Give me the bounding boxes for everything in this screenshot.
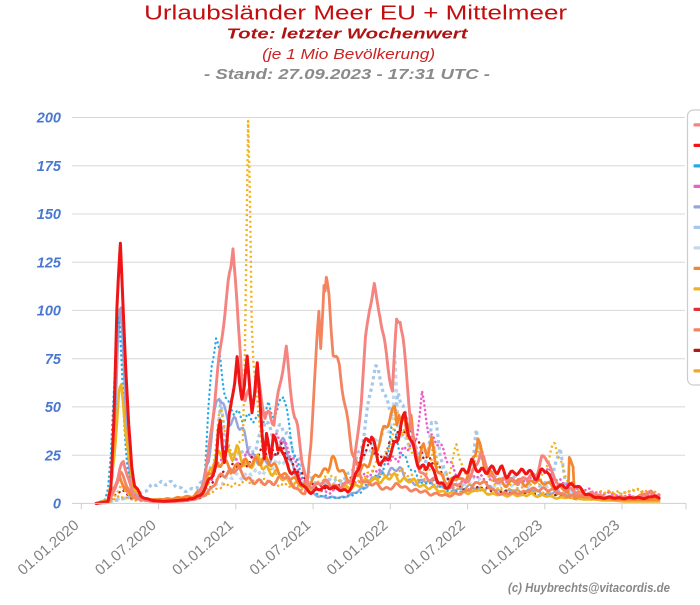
svg-text:175: 175 <box>37 159 62 175</box>
svg-text:125: 125 <box>37 255 62 271</box>
svg-text:- Stand: 27.09.2023 - 17:31 UT: - Stand: 27.09.2023 - 17:31 UTC - <box>204 66 490 83</box>
svg-text:50: 50 <box>45 400 61 416</box>
svg-text:75: 75 <box>45 352 62 368</box>
svg-text:100: 100 <box>37 304 61 320</box>
svg-text:(je 1 Mio Bevölkerung): (je 1 Mio Bevölkerung) <box>262 47 435 63</box>
svg-text:150: 150 <box>37 207 61 223</box>
svg-text:Urlaubsländer Meer EU + Mittel: Urlaubsländer Meer EU + Mittelmeer <box>144 1 567 24</box>
svg-text:25: 25 <box>44 448 62 464</box>
svg-text:Tote: letzter Wochenwert: Tote: letzter Wochenwert <box>227 26 469 43</box>
svg-text:200: 200 <box>36 111 61 127</box>
svg-text:0: 0 <box>53 497 61 513</box>
svg-text:(c) Huybrechts@vitacordis.de: (c) Huybrechts@vitacordis.de <box>508 580 671 595</box>
